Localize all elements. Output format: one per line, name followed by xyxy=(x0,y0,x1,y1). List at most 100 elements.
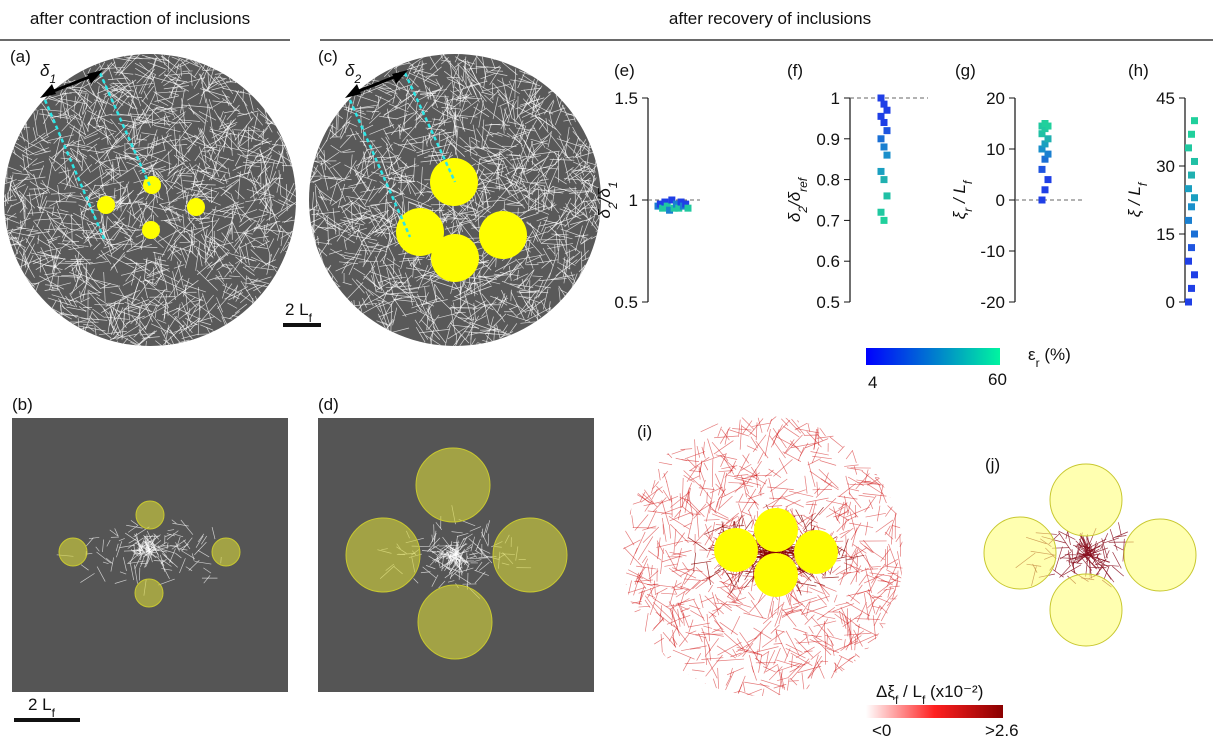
fiber xyxy=(0,175,4,180)
fiber xyxy=(207,53,224,71)
inclusion xyxy=(431,234,479,282)
panel-label: (j) xyxy=(985,455,1000,474)
inclusion xyxy=(984,517,1056,589)
fiber xyxy=(416,341,418,356)
fiber xyxy=(743,682,745,692)
point xyxy=(1188,285,1195,292)
fiber xyxy=(707,658,717,678)
fiber xyxy=(740,425,742,450)
fiber xyxy=(872,566,881,567)
fiber xyxy=(669,516,690,529)
fiber xyxy=(772,420,790,439)
fiber xyxy=(708,585,712,592)
label: Δξf / Lf (x10⁻²) xyxy=(876,682,983,707)
fiber xyxy=(758,654,761,672)
y-tick-label: 0.7 xyxy=(816,211,840,230)
fiber xyxy=(419,343,434,362)
fiber xyxy=(1096,560,1106,565)
fiber xyxy=(695,439,696,466)
fiber xyxy=(682,562,689,572)
fiber xyxy=(834,595,837,603)
fiber xyxy=(28,293,34,317)
fiber xyxy=(713,679,716,689)
y-tick-label: -10 xyxy=(980,242,1005,261)
fiber xyxy=(630,548,637,565)
panel-label: (c) xyxy=(318,47,338,66)
panel-label: (g) xyxy=(955,61,976,80)
fiber xyxy=(661,634,662,652)
fiber xyxy=(742,518,743,526)
fiber xyxy=(645,596,660,617)
fiber xyxy=(679,635,688,647)
fiber xyxy=(659,469,661,480)
fiber xyxy=(811,651,821,659)
fiber xyxy=(748,592,754,600)
fiber xyxy=(817,434,823,441)
fiber xyxy=(460,348,469,373)
point xyxy=(1045,151,1052,158)
fiber xyxy=(820,585,836,592)
fiber xyxy=(805,411,809,432)
fiber xyxy=(756,422,757,440)
fiber xyxy=(768,506,782,507)
fiber xyxy=(867,484,884,495)
inclusion xyxy=(212,538,240,566)
fiber xyxy=(893,525,918,533)
fiber xyxy=(742,426,757,437)
y-tick-label: 15 xyxy=(1156,225,1175,244)
inclusion xyxy=(135,579,163,607)
fiber xyxy=(818,424,819,445)
fiber xyxy=(704,637,707,665)
fiber xyxy=(822,616,835,618)
fiber xyxy=(867,575,875,578)
fiber xyxy=(645,613,648,635)
fiber xyxy=(245,312,269,315)
fiber xyxy=(744,689,762,696)
fiber xyxy=(678,657,691,680)
fiber xyxy=(842,539,849,558)
fiber xyxy=(569,296,570,321)
fiber xyxy=(635,532,645,554)
fiber xyxy=(653,584,673,587)
point xyxy=(1045,176,1052,183)
fiber xyxy=(836,603,849,606)
fiber xyxy=(270,115,296,122)
fiber xyxy=(712,459,713,487)
fiber xyxy=(156,25,160,52)
fiber xyxy=(547,314,552,330)
fiber xyxy=(55,70,61,80)
fiber xyxy=(672,569,686,572)
fiber xyxy=(1095,564,1105,576)
inclusion xyxy=(493,518,567,592)
fiber xyxy=(774,643,783,644)
fiber xyxy=(806,601,810,617)
fiber xyxy=(234,318,245,321)
inclusion xyxy=(136,501,164,529)
point xyxy=(878,209,885,216)
point xyxy=(881,176,888,183)
page: after contraction of inclusions after re… xyxy=(0,0,1213,741)
fiber xyxy=(661,593,676,594)
fiber xyxy=(762,631,784,647)
point xyxy=(1039,166,1046,173)
fiber xyxy=(787,678,789,690)
fiber xyxy=(663,653,669,663)
fiber xyxy=(167,346,185,356)
fiber xyxy=(811,452,829,456)
fiber xyxy=(817,662,824,679)
fiber xyxy=(769,498,786,499)
label: δ1 xyxy=(40,61,56,86)
fiber xyxy=(727,668,744,675)
fiber xyxy=(769,478,774,500)
panel-label: (h) xyxy=(1128,61,1149,80)
fiber xyxy=(1114,545,1123,550)
fiber xyxy=(632,515,634,527)
fiber xyxy=(805,615,815,625)
panel-label: (i) xyxy=(637,422,652,441)
fiber xyxy=(625,531,634,545)
colorbar-min: 4 xyxy=(868,373,877,392)
fiber xyxy=(473,343,477,364)
fiber xyxy=(751,600,763,618)
subscript: f xyxy=(961,179,975,184)
fiber xyxy=(624,547,642,566)
